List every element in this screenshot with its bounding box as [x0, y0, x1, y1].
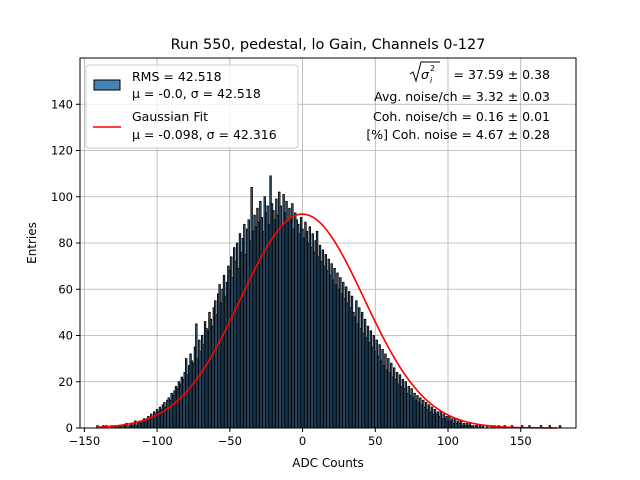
gaussian-fit-line	[97, 213, 558, 429]
legend-box	[85, 64, 299, 149]
legend-histogram-label: RMS = 42.518	[132, 69, 222, 84]
legend-fit-label: Gaussian Fit	[132, 109, 208, 124]
y-tick-label-5: 100	[51, 190, 73, 204]
y-axis-label: Entries	[25, 222, 39, 264]
x-tick-label-5: 100	[437, 434, 459, 448]
y-tick-label-4: 80	[58, 236, 73, 250]
y-tick-label-3: 60	[58, 282, 73, 296]
annotation-coh-noise: Coh. noise/ch = 0.16 ± 0.01	[373, 109, 550, 124]
legend-fit-stats: μ = -0.098, σ = 42.316	[132, 127, 277, 142]
x-tick-label-1: −100	[141, 434, 173, 448]
x-axis-label: ADC Counts	[292, 456, 364, 470]
y-tick-label-7: 140	[51, 97, 73, 111]
x-tick-label-0: −150	[69, 434, 101, 448]
grid-lines	[80, 58, 576, 429]
x-axis-ticks: −150 −100 −50 0 50 100 150	[69, 428, 532, 448]
x-tick-label-3: 0	[299, 434, 306, 448]
y-tick-label-6: 120	[51, 144, 73, 158]
chart-title: Run 550, pedestal, lo Gain, Channels 0-1…	[171, 37, 486, 53]
x-tick-label-6: 150	[510, 434, 532, 448]
x-tick-label-2: −50	[218, 434, 242, 448]
y-tick-label-0: 0	[66, 421, 73, 435]
legend-histogram-stats: μ = -0.0, σ = 42.518	[132, 86, 261, 101]
y-tick-label-1: 20	[58, 375, 73, 389]
annotation-coh-noise-percent: [%] Coh. noise = 4.67 ± 0.28	[366, 127, 550, 142]
sqrt-superscript: 2	[430, 64, 435, 73]
histogram-bars	[96, 175, 562, 429]
sqrt-subscript: i	[430, 76, 433, 85]
annotation-avg-noise: Avg. noise/ch = 3.32 ± 0.03	[374, 89, 550, 104]
sqrt-sigma: σ	[421, 67, 430, 82]
y-tick-label-2: 40	[58, 329, 73, 343]
x-tick-label-4: 50	[368, 434, 383, 448]
legend-histogram-swatch	[93, 79, 121, 91]
legend: RMS = 42.518 μ = -0.0, σ = 42.518 Gaussi…	[85, 64, 299, 149]
y-axis-ticks: 0 20 40 60 80 100 120 140	[51, 97, 80, 435]
annotation-sigma-value: = 37.59 ± 0.38	[454, 67, 551, 82]
noise-annotations: σ 2 i = 37.59 ± 0.38 Avg. noise/ch = 3.3…	[366, 61, 551, 142]
sqrt-symbol	[409, 61, 440, 83]
